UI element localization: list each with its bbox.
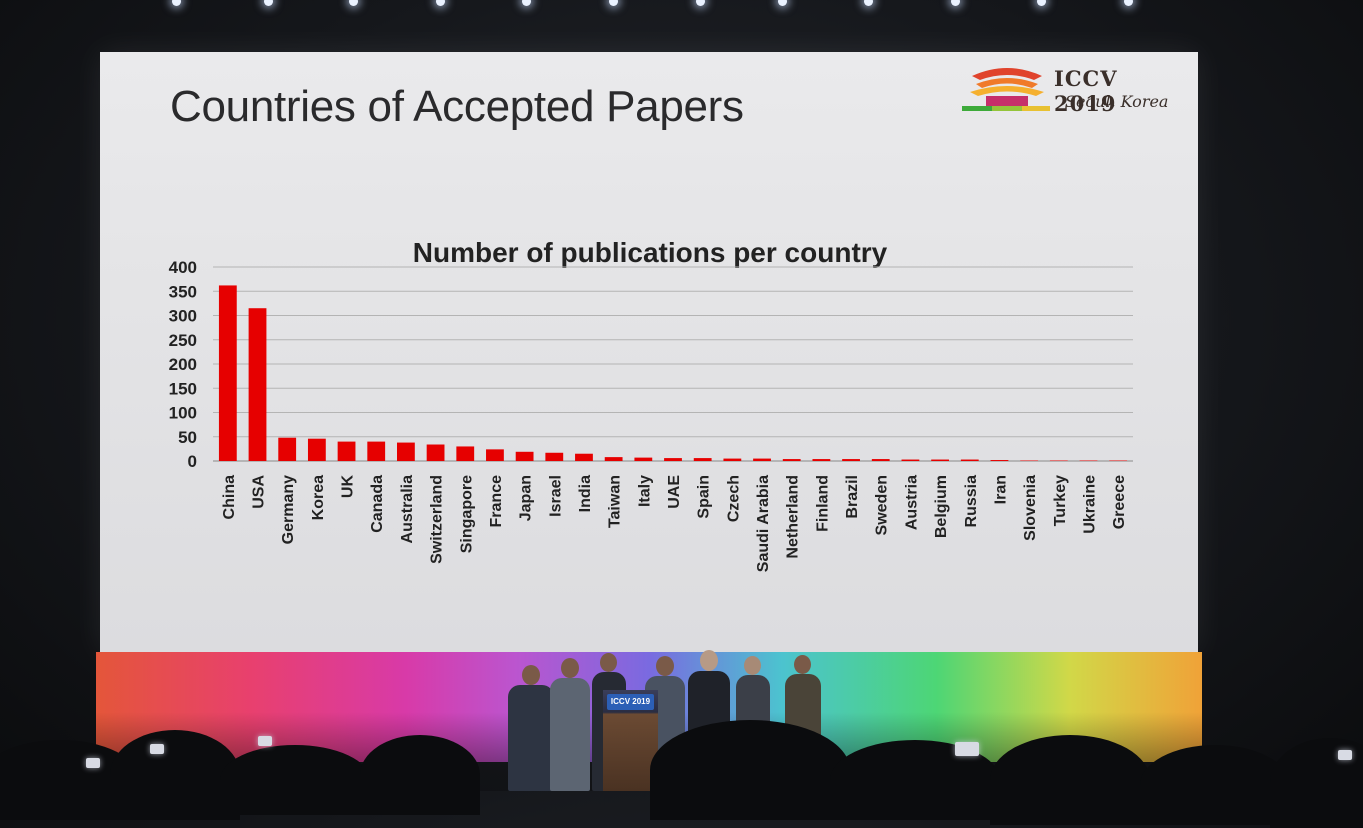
y-axis-ticks: 0 50 100 150 200 250 300 350 400 (169, 258, 197, 471)
bar-usa (249, 308, 267, 461)
ceiling-light (436, 0, 445, 6)
x-tick-label: Japan (518, 475, 535, 521)
bar-finland (812, 459, 830, 461)
phone-screen (150, 744, 164, 754)
ceiling-light (1124, 0, 1133, 6)
y-tick-label: 100 (169, 404, 197, 423)
ceiling-light (696, 0, 705, 6)
presentation-screen: Countries of Accepted Papers ICCV 2019 S… (100, 52, 1198, 652)
bar-japan (516, 452, 534, 461)
x-tick-label: Austria (903, 475, 920, 530)
phone-screen (258, 736, 272, 746)
ceiling-light (522, 0, 531, 6)
x-tick-label: Ukraine (1081, 475, 1098, 534)
bar-india (575, 454, 593, 461)
x-tick-label: Finland (814, 475, 831, 532)
ceiling-light (264, 0, 273, 6)
x-tick-label: Italy (636, 475, 653, 507)
x-tick-label: China (221, 475, 238, 520)
x-tick-label: Taiwan (607, 475, 624, 528)
x-tick-label: Netherland (785, 475, 802, 559)
y-tick-label: 400 (169, 258, 197, 277)
bar-austria (902, 460, 920, 461)
ceiling-lights (0, 0, 1363, 10)
x-tick-label: Turkey (1052, 475, 1069, 526)
ceiling-light (172, 0, 181, 6)
x-tick-label: Germany (280, 475, 297, 544)
x-tick-label: USA (251, 475, 268, 509)
y-tick-label: 250 (169, 331, 197, 350)
x-tick-label: Czech (725, 475, 742, 522)
bar-belgium (931, 460, 949, 461)
bar-russia (961, 460, 979, 461)
bar-china (219, 285, 237, 461)
bar-brazil (842, 459, 860, 461)
y-tick-label: 300 (169, 307, 197, 326)
ceiling-light (778, 0, 787, 6)
y-tick-label: 50 (178, 428, 197, 447)
bar-netherland (783, 459, 801, 461)
bar-switzerland (427, 445, 445, 461)
bar-france (486, 449, 504, 461)
bar-spain (694, 458, 712, 461)
x-tick-label: Belgium (933, 475, 950, 538)
x-tick-label: Russia (963, 475, 980, 528)
bar-iran (991, 460, 1009, 461)
publications-bar-chart: Number of publications per country 0 50 10… (100, 52, 1198, 652)
bar-uk (338, 442, 356, 461)
chart-title: Number of publications per country (413, 237, 888, 268)
x-tick-label: Brazil (844, 475, 861, 519)
x-tick-label: Spain (696, 475, 713, 519)
x-tick-label: Sweden (874, 475, 891, 535)
x-tick-label: Singapore (458, 475, 475, 553)
ceiling-light (349, 0, 358, 6)
bar-sweden (872, 459, 890, 461)
audience (0, 700, 1363, 791)
x-tick-label: Israel (547, 475, 564, 517)
ceiling-light (609, 0, 618, 6)
x-tick-label: Canada (369, 475, 386, 533)
y-tick-label: 350 (169, 282, 197, 301)
bar-germany (278, 438, 296, 461)
phone-screen (955, 742, 979, 756)
x-tick-label: India (577, 475, 594, 512)
x-tick-label: UAE (666, 475, 683, 509)
bar-uae (664, 458, 682, 461)
x-tick-label: France (488, 475, 505, 528)
chart-gridlines (213, 267, 1133, 461)
bar-taiwan (605, 457, 623, 461)
x-tick-label: Saudi Arabia (755, 475, 772, 572)
phone-screen (86, 758, 100, 768)
y-tick-label: 0 (188, 452, 197, 471)
ceiling-light (951, 0, 960, 6)
bar-saudi-arabia (753, 459, 771, 461)
bar-italy (634, 458, 652, 461)
chart-bars (219, 285, 1127, 461)
bar-canada (367, 442, 385, 461)
y-tick-label: 200 (169, 355, 197, 374)
phone-screen (1338, 750, 1352, 760)
x-tick-label: Greece (1111, 475, 1128, 529)
ceiling-light (864, 0, 873, 6)
y-tick-label: 150 (169, 379, 197, 398)
x-tick-label: Slovenia (1022, 475, 1039, 541)
x-tick-label: Switzerland (429, 475, 446, 564)
x-tick-label: Australia (399, 475, 416, 544)
bar-singapore (456, 446, 474, 461)
bar-australia (397, 443, 415, 461)
x-tick-label: Korea (310, 475, 327, 520)
x-tick-label: UK (340, 475, 357, 499)
bar-korea (308, 439, 326, 461)
ceiling-light (1037, 0, 1046, 6)
bar-israel (545, 453, 563, 461)
bar-czech (723, 459, 741, 461)
x-axis-labels: China USA Germany Korea UK Canada Australia Swi… (221, 475, 1128, 573)
x-tick-label: Iran (992, 475, 1009, 504)
